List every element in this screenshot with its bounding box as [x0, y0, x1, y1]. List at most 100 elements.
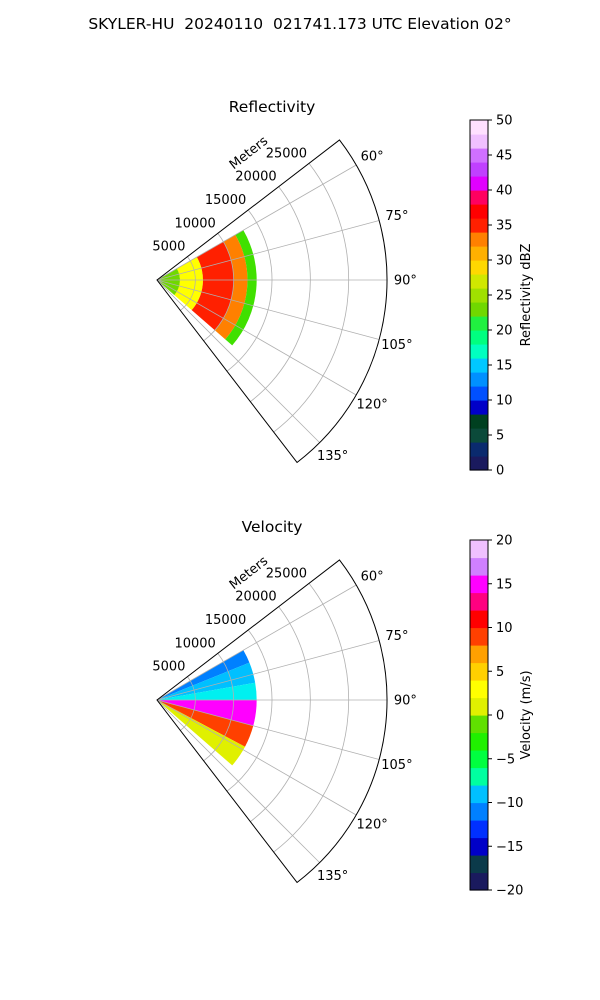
- range-tick-label: 15000: [205, 193, 246, 208]
- colorbar-tick-label: −10: [496, 796, 523, 811]
- range-ring: [180, 676, 196, 731]
- colorbar-tick-label: 10: [496, 394, 513, 409]
- range-ring: [203, 653, 235, 762]
- range-ring: [273, 583, 350, 853]
- echo-band: [157, 682, 257, 700]
- colorbar-tick-label: 15: [496, 577, 513, 592]
- colorbar-swatch: [470, 697, 488, 716]
- azimuth-tick-label: 90°: [394, 694, 417, 709]
- colorbar-tick-label: 25: [496, 289, 513, 304]
- colorbar-swatch: [470, 218, 488, 233]
- range-tick-label: 10000: [174, 636, 215, 651]
- azimuth-tick-label: 105°: [381, 338, 412, 353]
- azimuth-spoke: [156, 279, 320, 443]
- azimuth-tick-label: 75°: [385, 629, 408, 644]
- echo-band: [191, 241, 234, 331]
- colorbar-swatch: [470, 134, 488, 149]
- colorbar-swatch: [470, 627, 488, 646]
- colorbar-tick-label: 0: [496, 709, 504, 724]
- azimuth-spoke: [156, 640, 380, 701]
- colorbar-swatch: [470, 232, 488, 247]
- range-tick-label: 20000: [235, 590, 276, 605]
- colorbar-tick-label: 30: [496, 254, 513, 269]
- colorbar-swatch: [470, 662, 488, 681]
- azimuth-spoke: [156, 279, 357, 396]
- colorbar-tick-label: −20: [496, 884, 523, 899]
- panel-title: Velocity: [242, 518, 303, 536]
- azimuth-tick-label: 90°: [394, 274, 417, 289]
- range-ring: [203, 233, 235, 342]
- colorbar-swatch: [470, 190, 488, 205]
- azimuth-tick-label: 120°: [356, 818, 387, 833]
- reflectivity-panel: 60° 75° 90° 105° 120° 135° 5000 10000 15000 20000…: [152, 98, 534, 479]
- azimuth-tick-label: 120°: [356, 398, 387, 413]
- azimuth-tick-label: 135°: [317, 449, 348, 464]
- colorbar-swatch: [470, 750, 488, 769]
- colorbar-swatch: [470, 176, 488, 191]
- colorbar-tick-label: 35: [496, 219, 513, 234]
- range-tick-label: 25000: [266, 566, 307, 581]
- colorbar-swatch: [470, 802, 488, 821]
- sector-frame: [156, 139, 388, 464]
- azimuth-spoke: [156, 699, 357, 816]
- colorbar-swatch: [470, 386, 488, 401]
- echo-band: [157, 650, 250, 700]
- colorbar-swatch: [470, 330, 488, 345]
- range-ring: [250, 186, 311, 402]
- range-ring: [226, 629, 273, 792]
- range-axis-label: Meters: [227, 134, 271, 173]
- colorbar-tick-label: 10: [496, 621, 513, 636]
- colorbar-swatch: [470, 358, 488, 373]
- range-tick-label: 15000: [205, 613, 246, 628]
- range-ring: [273, 163, 350, 433]
- echo-band: [225, 230, 257, 346]
- colorbar-label: Reflectivity dBZ: [519, 244, 534, 347]
- colorbar-tick-label: 40: [496, 184, 513, 199]
- colorbar-tick-label: 5: [496, 665, 504, 680]
- colorbar-swatch: [470, 204, 488, 219]
- colorbar-swatch: [470, 442, 488, 457]
- panel-title: Reflectivity: [229, 98, 316, 116]
- colorbar-swatch: [470, 767, 488, 786]
- colorbar-swatch: [470, 344, 488, 359]
- echo-band: [157, 662, 256, 700]
- colorbar-tick-label: 20: [496, 324, 513, 339]
- colorbar-swatch: [470, 302, 488, 317]
- colorbar-swatch: [470, 557, 488, 576]
- colorbar-tick-label: 15: [496, 359, 513, 374]
- colorbar-swatch: [470, 610, 488, 629]
- echo-band: [214, 234, 248, 340]
- colorbar-swatch: [470, 680, 488, 699]
- echo-band: [157, 700, 254, 747]
- colorbar-swatch: [470, 785, 488, 804]
- echo-field: [157, 650, 257, 766]
- range-tick-label: 20000: [235, 170, 276, 185]
- echo-band: [157, 700, 246, 766]
- velocity-panel: 60° 75° 90° 105° 120° 135° 5000 10000 15000 20000…: [152, 518, 534, 899]
- colorbar-swatch: [470, 732, 488, 751]
- sector-frame: [156, 559, 388, 884]
- azimuth-tick-label: 60°: [361, 149, 384, 164]
- azimuth-spoke: [156, 164, 357, 281]
- colorbar-swatch: [470, 592, 488, 611]
- colorbar-swatch: [470, 120, 488, 135]
- azimuth-tick-label: 75°: [385, 209, 408, 224]
- azimuth-spoke: [156, 699, 380, 760]
- colorbar-swatch: [470, 820, 488, 839]
- azimuth-spoke: [156, 279, 380, 340]
- colorbar-swatch: [470, 316, 488, 331]
- colorbar-swatch: [470, 872, 488, 891]
- colorbar-tick-label: 45: [496, 149, 513, 164]
- colorbar-swatch: [470, 372, 488, 387]
- colorbar-label: Velocity (m/s): [519, 670, 534, 759]
- range-tick-label: 10000: [174, 216, 215, 231]
- azimuth-spoke: [156, 699, 320, 863]
- colorbar-tick-label: −5: [496, 752, 515, 767]
- range-ring: [250, 606, 311, 822]
- colorbar-swatch: [470, 645, 488, 664]
- colorbar-swatch: [470, 456, 488, 471]
- colorbar-swatch: [470, 274, 488, 289]
- azimuth-tick-label: 60°: [361, 569, 384, 584]
- colorbar-swatch: [470, 575, 488, 594]
